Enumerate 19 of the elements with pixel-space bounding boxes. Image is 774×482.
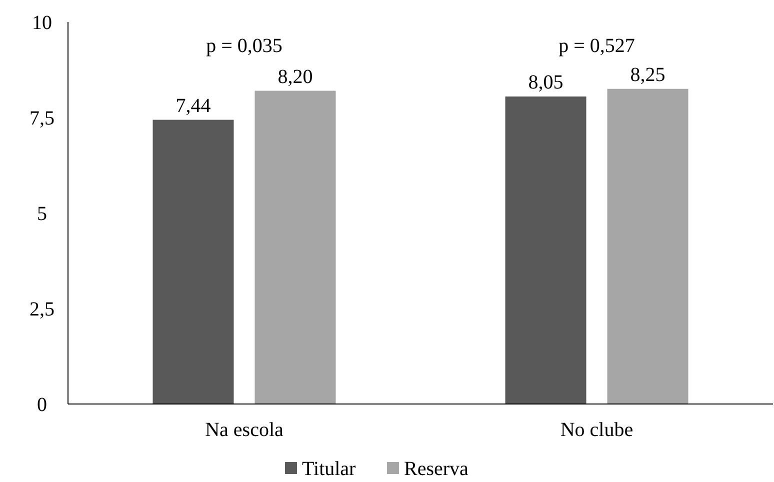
- bar: [505, 96, 586, 404]
- y-tick-label: 2,5: [30, 298, 54, 320]
- y-tick-label: 7,5: [30, 108, 54, 130]
- x-tick-label: Na escola: [205, 419, 284, 441]
- y-tick-label: 0: [37, 394, 47, 416]
- legend-label: Titular: [302, 458, 356, 480]
- data-label: 8,20: [278, 66, 313, 88]
- data-label: 8,25: [630, 64, 666, 86]
- bar: [607, 88, 688, 404]
- bar: [254, 90, 336, 404]
- bar: [152, 120, 234, 404]
- data-label: 7,44: [176, 94, 211, 117]
- legend-label: Reserva: [404, 458, 469, 480]
- data-label: 8,05: [528, 71, 564, 94]
- y-tick-label: 5: [37, 203, 47, 225]
- x-tick-label: No clube: [560, 419, 634, 441]
- annotation: p = 0,527: [558, 35, 635, 57]
- annotation: p = 0,035: [206, 35, 282, 57]
- y-tick-label: 10: [32, 12, 52, 34]
